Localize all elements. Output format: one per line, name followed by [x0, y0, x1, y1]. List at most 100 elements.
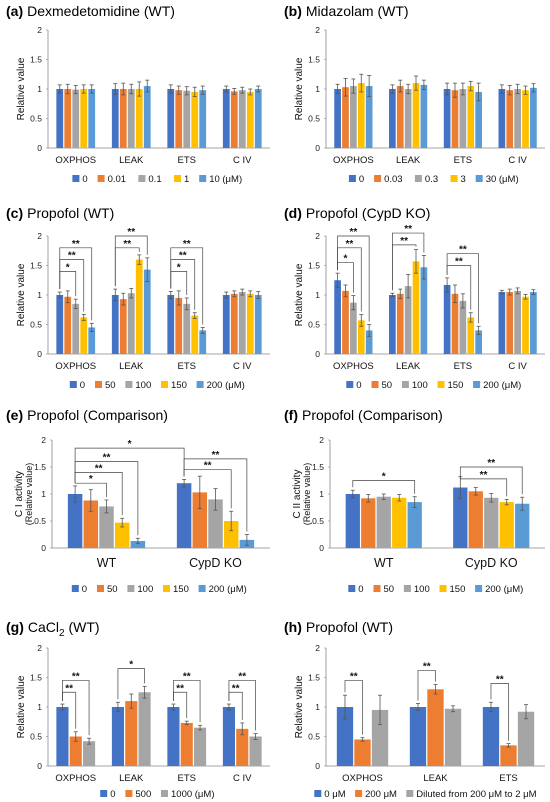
y-tick-label: 0.5 — [30, 320, 42, 330]
bar — [175, 297, 183, 354]
panel-label: (a) — [6, 3, 23, 19]
legend-label: 200 (μM) — [483, 380, 521, 391]
bar — [111, 707, 124, 766]
bar — [69, 736, 82, 766]
legend-label: 0 — [82, 584, 87, 595]
bar — [404, 89, 412, 148]
title-text: Propofol (Comparison) — [27, 407, 168, 423]
legend-swatch — [475, 175, 483, 182]
panel-label: (c) — [6, 205, 23, 221]
significance-bracket — [59, 247, 93, 321]
title-text: Propofol (Comparison) — [302, 407, 443, 423]
legend-swatch — [437, 381, 445, 388]
legend-label: 100 — [137, 584, 153, 595]
legend-swatch — [161, 381, 168, 388]
title-subscript: 2 — [59, 628, 65, 639]
legend-swatch — [138, 175, 146, 182]
bar — [175, 90, 183, 148]
chart-title: (e) Propofol (Comparison) — [6, 407, 168, 423]
legend-label: 1000 (μM) — [171, 789, 215, 800]
y-tick-label: 1 — [37, 290, 42, 300]
significance-bracket — [337, 247, 362, 312]
y-tick-label: 0.5 — [308, 114, 320, 124]
legend-swatch — [371, 381, 379, 388]
panel-label: (h) — [284, 619, 302, 635]
significance-bracket — [173, 680, 201, 723]
bar — [451, 293, 459, 354]
x-category-label: C IV — [233, 773, 252, 784]
y-tick-label: 1.5 — [30, 673, 42, 683]
legend-swatch — [196, 381, 204, 388]
bar — [167, 707, 180, 766]
y-axis-label: Relative value — [16, 57, 27, 120]
bar — [427, 689, 444, 766]
x-category-label: ETS — [499, 773, 517, 784]
bar — [342, 290, 349, 354]
significance-label: ** — [123, 239, 131, 250]
legend-swatch — [414, 175, 422, 182]
bar — [334, 280, 341, 354]
x-category-label: CypD KO — [465, 556, 518, 570]
y-tick-label: 0.5 — [312, 516, 324, 526]
bar — [83, 741, 96, 766]
significance-bracket — [74, 447, 185, 483]
legend-swatch — [95, 381, 102, 388]
significance-label: ** — [238, 671, 246, 682]
significance-label: ** — [176, 683, 184, 694]
y-tick-label: 1 — [319, 489, 324, 499]
title-text: Midazolam (WT) — [306, 3, 409, 19]
legend-label: 0.3 — [425, 174, 438, 185]
y-tick-label: 1.5 — [30, 55, 42, 65]
bar — [167, 89, 175, 148]
significance-label: * — [89, 474, 93, 485]
bar — [459, 300, 467, 354]
significance-label: ** — [68, 251, 76, 262]
y-tick-label: 1 — [315, 702, 320, 712]
bar — [111, 295, 119, 354]
y-tick-label: 0 — [315, 761, 320, 771]
bar — [475, 330, 482, 354]
bar — [468, 491, 483, 548]
legend-label: 500 — [135, 789, 151, 800]
significance-label: ** — [212, 450, 220, 461]
title-tail: (WT) — [65, 619, 100, 635]
bar — [135, 259, 143, 354]
x-category-label: LEAK — [119, 361, 144, 372]
bar — [56, 707, 69, 766]
chart-title: (h) Propofol (WT) — [284, 619, 393, 635]
legend-swatch — [69, 381, 77, 388]
significance-label: * — [382, 472, 386, 483]
legend-label: 0 — [358, 584, 363, 595]
bar — [522, 90, 529, 148]
bar — [361, 498, 376, 548]
bar — [88, 89, 96, 148]
x-category-label: LEAK — [119, 773, 144, 784]
bar — [130, 540, 146, 548]
significance-bracket — [446, 265, 472, 310]
bar — [56, 295, 64, 354]
legend-label: 50 — [382, 380, 393, 391]
chart-panel-b: (b) Midazolam (WT) 0 0.5 1 1.5 2 Relative value… — [284, 3, 545, 185]
x-category-label: OXPHOS — [55, 361, 96, 372]
significance-label: ** — [183, 239, 191, 250]
bar — [143, 86, 151, 148]
x-category-label: LEAK — [396, 361, 421, 372]
significance-label: ** — [404, 224, 412, 235]
bar — [357, 320, 365, 354]
significance-label: * — [66, 262, 70, 273]
significance-label: ** — [350, 671, 358, 682]
bar — [64, 89, 72, 148]
chart-title: (g) CaCl2 (WT) — [6, 619, 100, 639]
x-category-label: OXPHOS — [55, 155, 96, 166]
bar — [127, 293, 135, 354]
chart-panel-d: (d) Propofol (CypD KO) 0 0.5 1 1.5 2 Relative v… — [284, 205, 545, 391]
x-category-label: ETS — [178, 773, 196, 784]
y-tick-label: 0 — [315, 143, 320, 153]
y-tick-label: 1.5 — [34, 462, 46, 472]
bar — [409, 707, 427, 766]
x-category-label: C IV — [508, 361, 527, 372]
x-category-label: OXPHOS — [333, 155, 374, 166]
bar — [514, 290, 521, 354]
bar — [194, 727, 207, 766]
